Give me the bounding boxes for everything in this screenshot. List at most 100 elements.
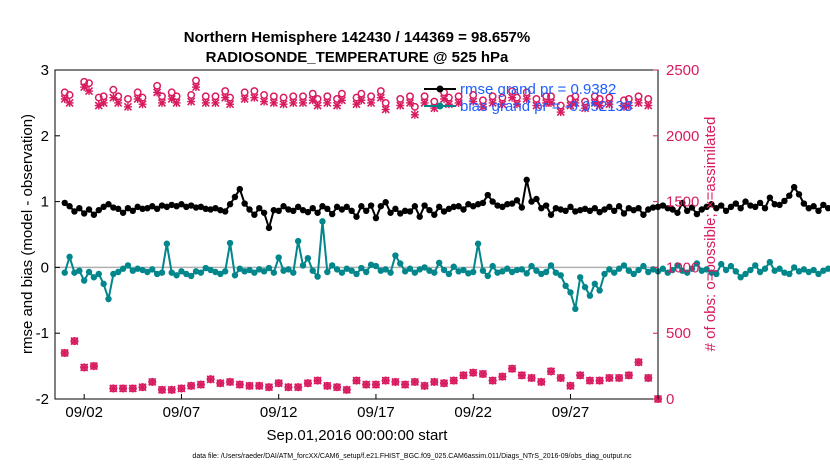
obs-possible-point: [333, 383, 341, 392]
bias-point: [465, 270, 472, 277]
obs-possible-point: [478, 370, 487, 378]
obs-possible-point: [430, 377, 439, 386]
legend-bias-label: bias grand pr = -0.052138: [460, 98, 632, 115]
obs-possible-point: [235, 380, 244, 389]
rmse-point: [192, 204, 200, 211]
bias-point: [80, 277, 88, 284]
rmse-point: [202, 205, 209, 213]
rmse-point: [314, 209, 321, 216]
obs-possible-point: [396, 95, 405, 103]
bias-point: [144, 268, 151, 276]
rmse-point: [149, 203, 156, 210]
bias-point: [168, 269, 175, 276]
bias-point: [523, 270, 530, 277]
bias-point: [119, 265, 127, 272]
obs-assimilated-point: [376, 93, 385, 102]
y-tick-label-right: 0: [666, 391, 674, 408]
rmse-point: [761, 204, 769, 212]
rmse-point: [450, 203, 457, 211]
obs-assimilated-point: [478, 102, 488, 111]
bias-point: [115, 268, 122, 276]
obs-possible-point: [537, 377, 546, 386]
obs-assimilated-point: [454, 98, 463, 107]
rmse-point: [246, 206, 253, 213]
bias-point: [557, 272, 564, 279]
bias-point: [153, 270, 161, 278]
obs-possible-point: [624, 371, 633, 380]
rmse-point: [523, 176, 530, 184]
rmse-point: [820, 201, 827, 209]
bias-point: [236, 265, 243, 272]
bias-point: [411, 269, 419, 276]
legend-rmse-label: rmse grand pr = 0.9382: [460, 81, 616, 98]
rmse-point: [659, 202, 667, 209]
rmse-point: [110, 204, 117, 211]
rmse-point: [168, 201, 175, 209]
bias-point: [85, 268, 93, 276]
bias-point: [679, 267, 686, 274]
obs-possible-point: [192, 76, 200, 85]
rmse-point: [85, 206, 93, 213]
rmse-point: [504, 201, 511, 208]
obs-assimilated-point: [157, 98, 167, 107]
y-tick-label-left: 3: [41, 62, 49, 79]
bias-point: [460, 266, 467, 274]
bias-point: [479, 267, 487, 274]
bias-point: [776, 265, 783, 272]
obs-possible-point: [221, 87, 230, 96]
rmse-point: [727, 203, 735, 211]
obs-possible-point: [381, 376, 390, 385]
rmse-point: [576, 206, 584, 214]
bias-point: [134, 265, 141, 272]
obs-possible-point: [313, 376, 322, 385]
rmse-point: [363, 207, 370, 215]
obs-possible-point: [303, 379, 312, 388]
obs-assimilated-point: [580, 104, 590, 113]
rmse-point: [499, 203, 506, 211]
obs-possible-point: [595, 376, 604, 385]
rmse-point: [800, 200, 808, 207]
obs-assimilated-point: [644, 101, 653, 110]
obs-possible-point: [284, 383, 293, 392]
bias-point: [275, 254, 282, 261]
y-tick-label-left: -2: [36, 391, 49, 408]
rmse-point: [397, 210, 404, 217]
bias-point: [280, 267, 287, 274]
y-axis-label-left: rmse and bias (model - observation): [19, 114, 36, 354]
rmse-point: [708, 201, 715, 208]
obs-assimilated-point: [396, 101, 405, 110]
rmse-point: [406, 208, 414, 215]
bias-point: [178, 268, 185, 275]
rmse-point: [324, 205, 331, 213]
rmse-point: [474, 201, 482, 208]
legend: rmse grand pr = 0.9382 bias grand pr = -…: [424, 81, 632, 115]
obs-possible-point: [352, 376, 361, 385]
obs-assimilated-point: [84, 86, 94, 96]
obs-possible-point: [527, 373, 536, 382]
rmse-point: [173, 203, 180, 210]
bias-point: [226, 239, 234, 247]
rmse-point: [693, 210, 701, 218]
x-tick-label: 09/27: [552, 404, 590, 421]
y-axis-label-right: # of obs: o=possible; ×=assimilated: [702, 117, 719, 352]
obs-assimilated-point: [211, 98, 220, 107]
bias-point: [324, 268, 331, 276]
obs-possible-point: [85, 79, 93, 88]
bias-point: [606, 266, 613, 273]
rmse-point: [153, 205, 161, 213]
obs-possible-point: [488, 376, 497, 385]
bias-point: [66, 253, 73, 261]
rmse-point: [606, 203, 613, 211]
bias-point: [265, 264, 273, 272]
obs-possible-point: [406, 92, 414, 101]
rmse-point: [698, 206, 705, 213]
bias-point: [620, 262, 628, 269]
obs-assimilated-point: [99, 98, 108, 107]
bias-point: [207, 266, 214, 274]
obs-assimilated-point: [367, 98, 376, 107]
bias-point: [825, 265, 830, 272]
bias-point: [129, 267, 137, 274]
bias-point: [674, 262, 681, 269]
rmse-point: [333, 203, 341, 211]
rmse-point: [421, 202, 428, 209]
